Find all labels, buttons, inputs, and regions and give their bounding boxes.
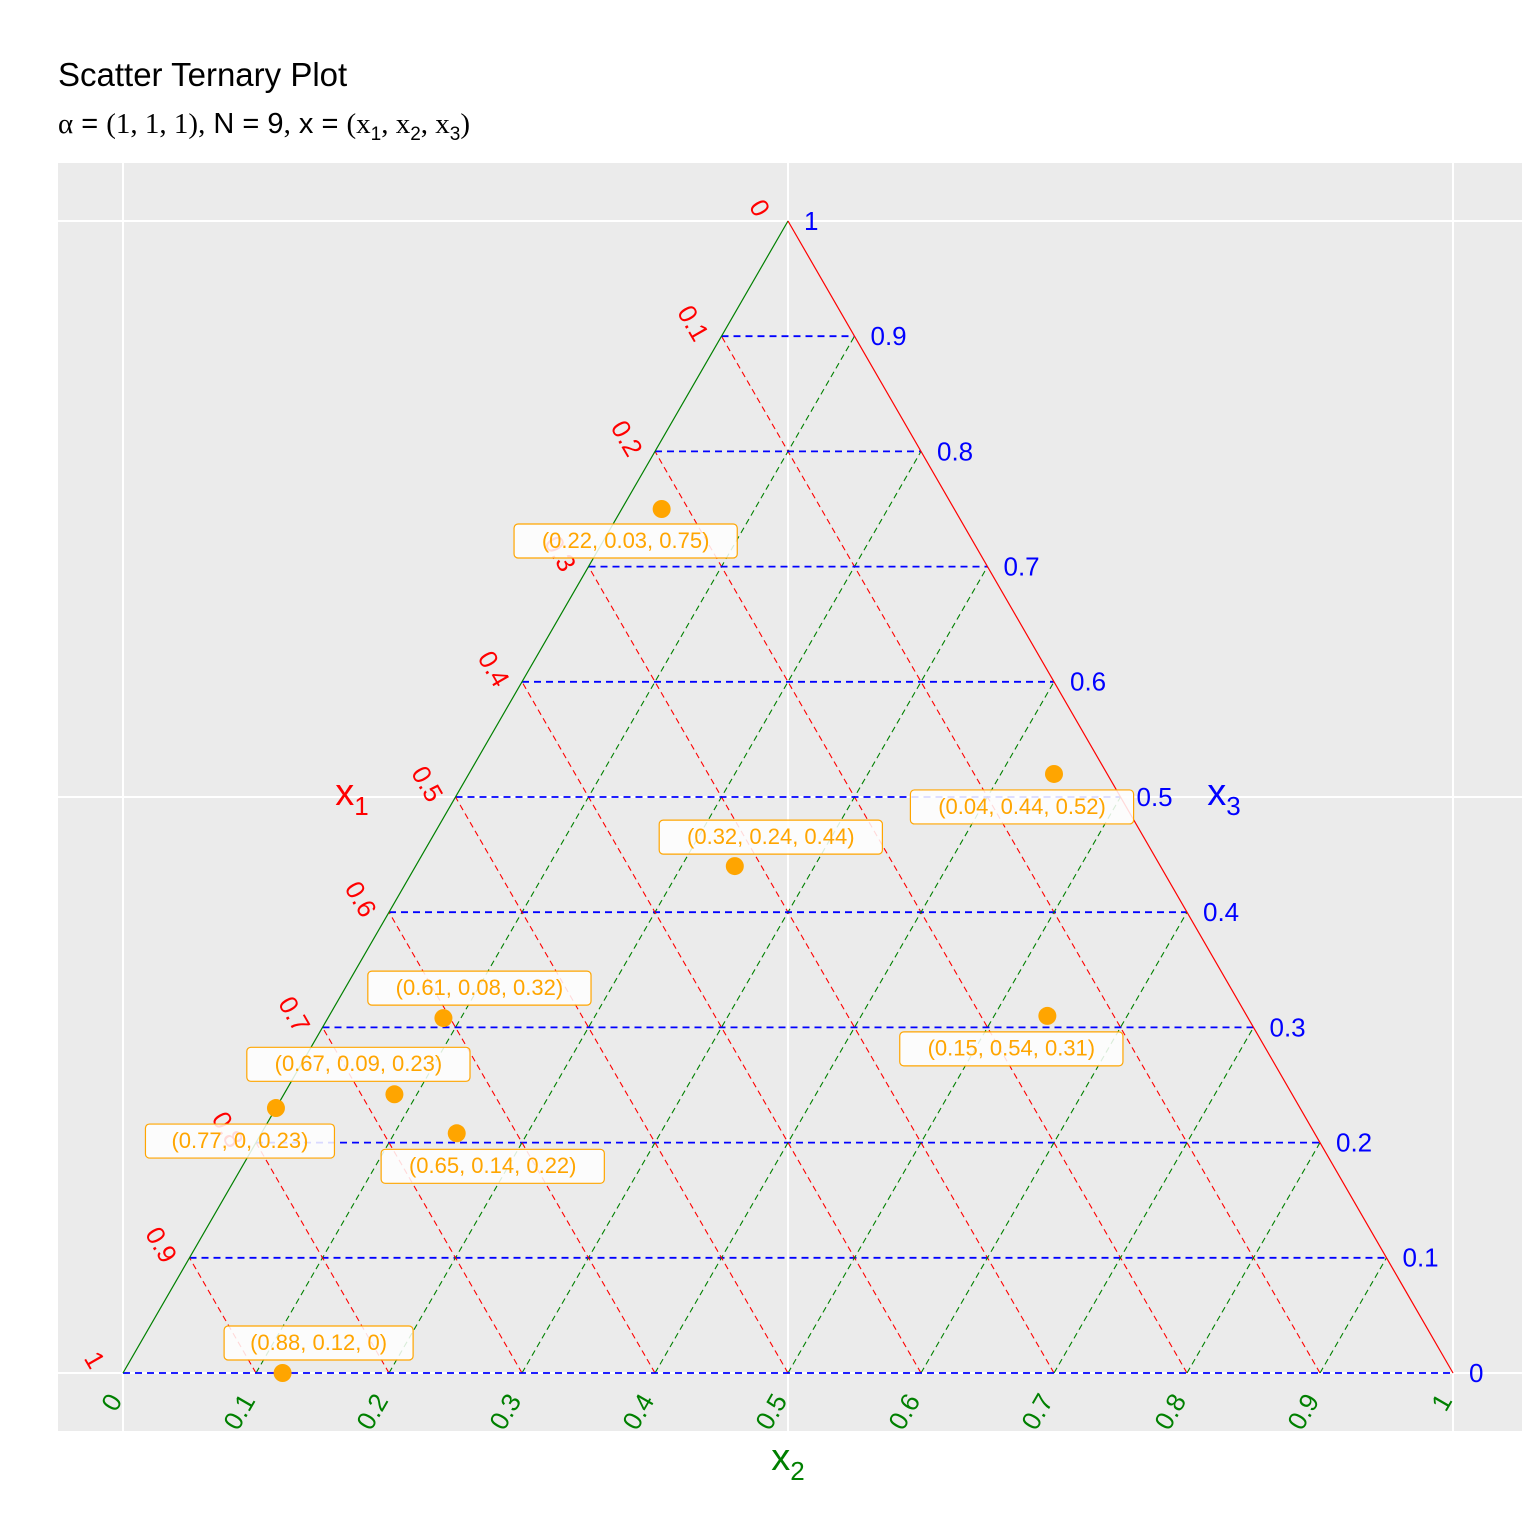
eq-sign-1: = (81, 108, 99, 140)
x3-tick-label: 0.3 (1270, 1012, 1306, 1042)
gridline-x2 (1319, 1257, 1387, 1374)
x3-tick-label: 0.1 (1403, 1243, 1439, 1273)
gridline-x2 (920, 911, 1188, 1374)
x1-sub: 1 (370, 123, 382, 145)
point-label: (0.88, 0.12, 0) (223, 1325, 414, 1361)
x3-tick-label: 1 (804, 206, 818, 236)
x3-tick-label: 0.8 (937, 436, 973, 466)
gridline-x2 (1053, 1027, 1254, 1374)
comma-2: , (283, 108, 291, 140)
x-close: ) (460, 108, 471, 140)
x-sep-1: , x (381, 108, 411, 140)
alpha-symbol: α (58, 108, 74, 140)
point-label-box (513, 523, 738, 559)
data-point (273, 1364, 292, 1382)
x3-tick-label: 0.2 (1336, 1127, 1372, 1157)
comma-1: , (198, 108, 206, 140)
x3-axis-title-main: x (1207, 772, 1226, 814)
data-point (1038, 1006, 1057, 1025)
data-point (652, 500, 671, 518)
x1-axis-title: x1 (335, 772, 368, 821)
x2-axis-title-main: x (771, 1437, 790, 1479)
point-label-text: (0.65, 0.14, 0.22) (409, 1153, 577, 1178)
point-label-text: (0.15, 0.54, 0.31) (928, 1036, 1096, 1061)
x3-tick-label: 0.9 (871, 321, 907, 351)
point-label-box (909, 789, 1135, 825)
gridline-x1 (455, 796, 789, 1374)
point-label-box (367, 970, 592, 1006)
eq-sign-2: = (242, 108, 260, 140)
n-value: 9 (267, 108, 284, 140)
chart-subtitle: α = (1, 1, 1), N = 9, x = (x1, x2, x3) (58, 108, 470, 146)
point-label: (0.04, 0.44, 0.52) (909, 789, 1135, 825)
data-point (266, 1099, 285, 1118)
point-label: (0.32, 0.24, 0.44) (658, 819, 884, 855)
x3-axis-title: x3 (1207, 772, 1240, 821)
gridline-x2 (521, 566, 988, 1374)
alpha-value: (1, 1, 1) (106, 108, 199, 140)
x2-axis-title: x2 (771, 1437, 804, 1486)
point-label-text: (0.77, 0, 0.23) (171, 1128, 308, 1153)
x3-tick-label: 0.7 (1004, 551, 1040, 581)
point-label-box (223, 1325, 414, 1361)
point-label-box (380, 1148, 605, 1184)
points-layer (266, 500, 1063, 1382)
x1-axis-title-main: x (335, 772, 354, 814)
x3-tick-label: 0.5 (1137, 782, 1173, 812)
point-label-box (658, 819, 884, 855)
data-point (385, 1085, 404, 1104)
x-label: x (298, 108, 314, 140)
point-label-text: (0.67, 0.09, 0.23) (275, 1051, 443, 1076)
point-label: (0.77, 0, 0.23) (144, 1123, 336, 1159)
point-label-box (144, 1123, 336, 1159)
x-sep-2: , x (420, 108, 450, 140)
gridline-x2 (1186, 1142, 1321, 1374)
x3-tick-label: 0 (1469, 1358, 1483, 1388)
data-point (725, 857, 744, 876)
x2-sub: 2 (410, 123, 421, 145)
point-label-text: (0.61, 0.08, 0.32) (396, 975, 564, 1000)
point-label-text: (0.32, 0.24, 0.44) (687, 824, 855, 849)
data-point (1045, 764, 1063, 783)
x3-sub: 3 (449, 123, 461, 145)
x-open: (x (346, 108, 371, 140)
point-label: (0.67, 0.09, 0.23) (246, 1046, 471, 1082)
point-label-box (899, 1031, 1124, 1067)
point-label-text: (0.22, 0.03, 0.75) (542, 528, 710, 553)
x3-tick-label: 0.6 (1070, 667, 1106, 697)
eq-sign-3: = (321, 108, 339, 140)
gridline-x1 (322, 1027, 523, 1374)
point-label: (0.22, 0.03, 0.75) (513, 523, 738, 559)
data-point (434, 1009, 453, 1028)
x1-axis-title-sub: 1 (354, 791, 368, 821)
point-label: (0.65, 0.14, 0.22) (380, 1148, 605, 1184)
gridline-x2 (787, 796, 1121, 1374)
x3-tick-label: 0.4 (1203, 897, 1239, 927)
gridline-x1 (588, 566, 1055, 1374)
point-label: (0.15, 0.54, 0.31) (899, 1031, 1124, 1067)
point-label-box (246, 1046, 471, 1082)
n-label: N (213, 108, 235, 140)
point-label: (0.61, 0.08, 0.32) (367, 970, 592, 1006)
data-point (447, 1124, 466, 1143)
chart-title: Scatter Ternary Plot (58, 56, 348, 93)
x2-axis-title-sub: 2 (790, 1456, 804, 1486)
point-label-text: (0.88, 0.12, 0) (250, 1330, 387, 1355)
point-label-text: (0.04, 0.44, 0.52) (938, 794, 1106, 819)
point-labels-layer: (0.22, 0.03, 0.75) (0.04, 0.44, 0.52) (0.3… (144, 523, 1135, 1361)
x3-axis-title-sub: 3 (1226, 791, 1240, 821)
edge-left (122, 220, 789, 1374)
